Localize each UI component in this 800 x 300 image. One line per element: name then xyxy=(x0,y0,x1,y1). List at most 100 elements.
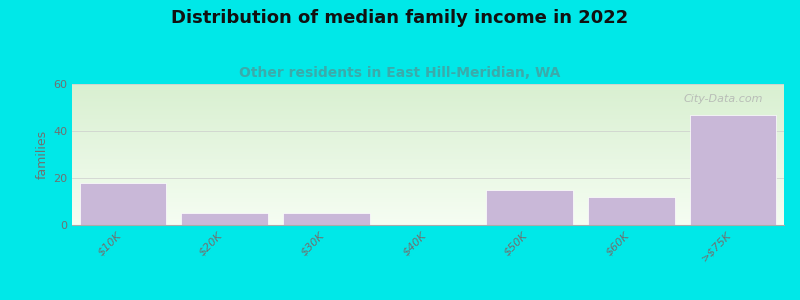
Bar xyxy=(72,198,784,199)
Bar xyxy=(72,86,784,87)
Bar xyxy=(72,161,784,162)
Bar xyxy=(690,115,776,225)
Bar xyxy=(72,194,784,195)
Text: Distribution of median family income in 2022: Distribution of median family income in … xyxy=(171,9,629,27)
Bar xyxy=(72,153,784,154)
Bar xyxy=(72,134,784,135)
Bar xyxy=(72,138,784,139)
Bar xyxy=(72,197,784,198)
Bar xyxy=(72,213,784,214)
Bar xyxy=(72,162,784,163)
Bar xyxy=(72,122,784,123)
Bar xyxy=(72,187,784,188)
Bar xyxy=(72,109,784,110)
Bar xyxy=(72,126,784,127)
Bar xyxy=(72,112,784,113)
Bar xyxy=(72,156,784,157)
Bar xyxy=(72,202,784,203)
Bar xyxy=(72,95,784,96)
Bar xyxy=(72,117,784,118)
Bar xyxy=(72,224,784,225)
Bar xyxy=(72,99,784,100)
Bar xyxy=(72,114,784,115)
Bar xyxy=(72,219,784,220)
Bar xyxy=(72,163,784,164)
Bar xyxy=(72,88,784,89)
Y-axis label: families: families xyxy=(36,130,49,179)
Bar xyxy=(72,201,784,202)
Bar xyxy=(72,184,784,185)
Bar xyxy=(72,111,784,112)
Bar xyxy=(72,97,784,98)
Bar xyxy=(72,158,784,159)
Bar xyxy=(72,209,784,210)
Bar xyxy=(72,192,784,193)
Bar xyxy=(283,213,370,225)
Bar xyxy=(72,221,784,222)
Bar xyxy=(72,128,784,129)
Bar xyxy=(72,186,784,187)
Bar xyxy=(72,174,784,175)
Bar xyxy=(72,157,784,158)
Bar xyxy=(72,90,784,91)
Bar xyxy=(72,170,784,171)
Bar xyxy=(72,180,784,181)
Bar xyxy=(72,143,784,144)
Bar xyxy=(72,146,784,147)
Bar xyxy=(72,135,784,136)
Bar xyxy=(588,197,674,225)
Bar xyxy=(72,101,784,102)
Bar xyxy=(72,205,784,206)
Bar xyxy=(72,191,784,192)
Bar xyxy=(72,173,784,174)
Bar xyxy=(72,123,784,124)
Bar xyxy=(72,102,784,103)
Bar xyxy=(72,189,784,190)
Bar xyxy=(72,172,784,173)
Bar xyxy=(72,216,784,217)
Bar xyxy=(72,151,784,152)
Bar xyxy=(72,159,784,160)
Bar xyxy=(72,140,784,141)
Bar xyxy=(72,125,784,126)
Bar xyxy=(72,176,784,177)
Bar xyxy=(72,160,784,161)
Bar xyxy=(72,130,784,131)
Bar xyxy=(72,188,784,189)
Bar xyxy=(72,107,784,108)
Bar xyxy=(72,93,784,94)
Bar xyxy=(72,193,784,194)
Bar xyxy=(72,115,784,116)
Bar xyxy=(72,136,784,137)
Bar xyxy=(72,133,784,134)
Bar xyxy=(72,119,784,120)
Bar xyxy=(72,116,784,117)
Bar xyxy=(72,129,784,130)
Bar xyxy=(72,210,784,211)
Bar xyxy=(72,142,784,143)
Bar xyxy=(72,179,784,180)
Bar xyxy=(72,92,784,93)
Bar xyxy=(72,121,784,122)
Bar xyxy=(72,141,784,142)
Bar xyxy=(72,200,784,201)
Bar xyxy=(72,199,784,200)
Bar xyxy=(72,149,784,150)
Bar xyxy=(72,105,784,106)
Bar xyxy=(72,204,784,205)
Bar xyxy=(72,195,784,196)
Bar xyxy=(72,164,784,165)
Bar xyxy=(72,150,784,151)
Bar xyxy=(72,222,784,223)
Bar xyxy=(72,96,784,97)
Bar xyxy=(72,94,784,95)
Bar xyxy=(72,154,784,155)
Bar xyxy=(72,178,784,179)
Bar xyxy=(72,89,784,90)
Bar xyxy=(72,155,784,156)
Bar xyxy=(72,144,784,145)
Bar xyxy=(72,148,784,149)
Bar xyxy=(72,208,784,209)
Bar xyxy=(72,203,784,204)
Bar xyxy=(72,217,784,218)
